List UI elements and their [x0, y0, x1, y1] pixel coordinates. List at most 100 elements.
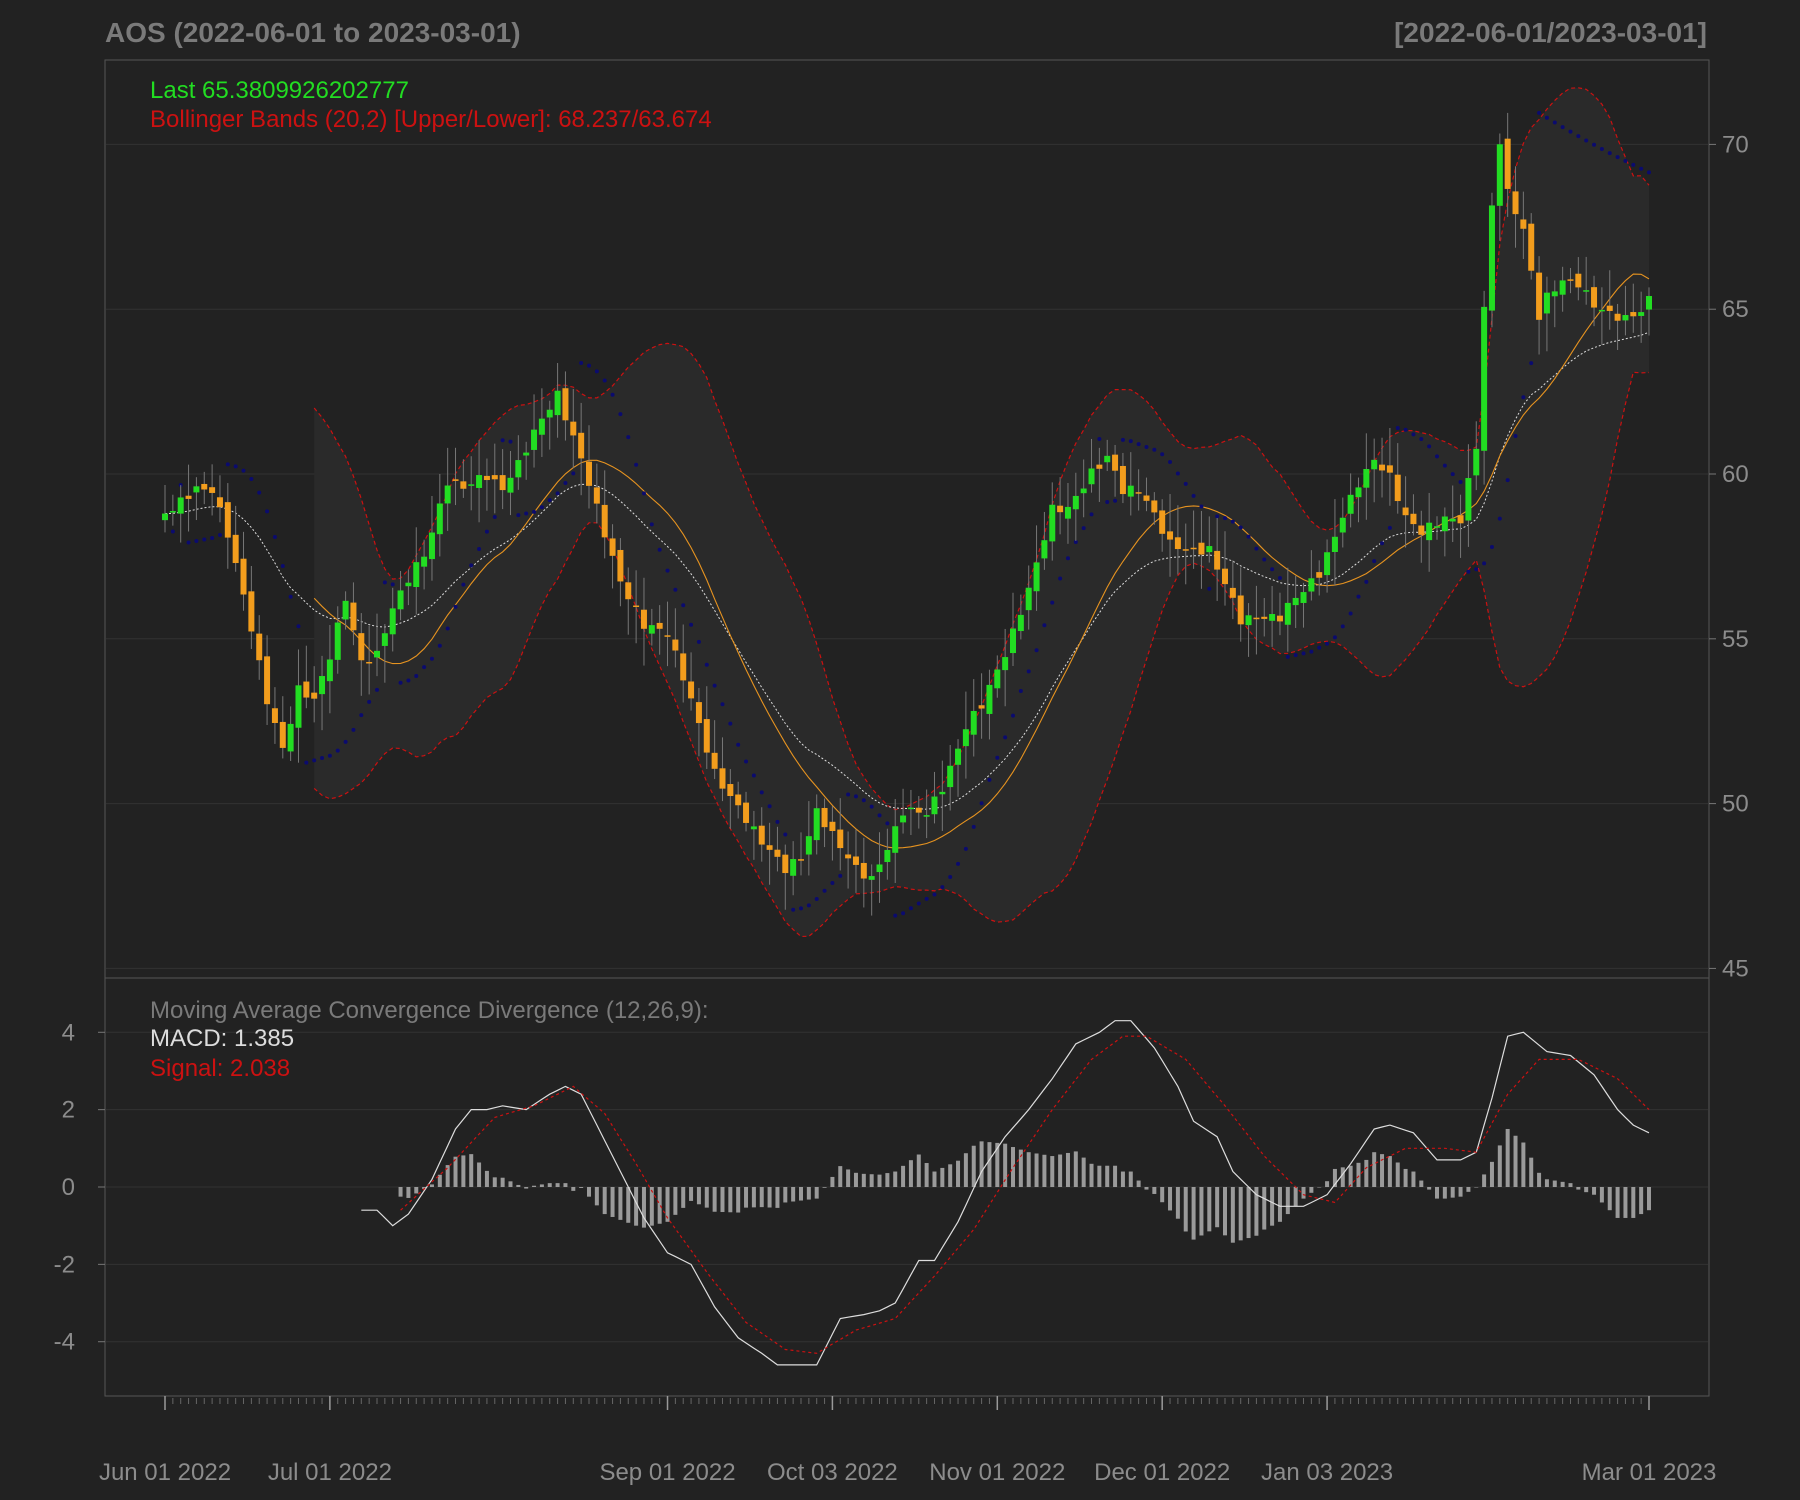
sar-point	[971, 824, 976, 829]
sar-point	[1230, 519, 1235, 524]
candle-body	[813, 808, 820, 841]
macd-histogram-bar	[689, 1187, 694, 1201]
macd-histogram-bar	[853, 1172, 858, 1187]
candle-body	[962, 729, 969, 747]
sar-point	[956, 861, 961, 866]
macd-histogram-bar	[744, 1187, 749, 1208]
sar-point	[469, 563, 474, 568]
candle-body	[711, 752, 718, 769]
macd-histogram-bar	[712, 1187, 717, 1212]
candle-body	[695, 702, 702, 724]
macd-histogram-bar	[963, 1153, 968, 1187]
sar-point	[767, 804, 772, 809]
ema-line	[164, 331, 1650, 810]
candle-body	[1614, 313, 1621, 321]
candle-body	[821, 807, 828, 828]
sar-point	[594, 369, 599, 374]
candle-body	[1316, 572, 1323, 578]
sar-point	[1521, 395, 1526, 400]
sar-point	[343, 739, 348, 744]
sar-point	[1175, 471, 1180, 476]
sar-point	[186, 540, 191, 545]
candle-body	[1025, 587, 1032, 611]
candle-body	[970, 710, 977, 735]
macd-histogram-bar	[987, 1142, 992, 1187]
sar-point	[948, 875, 953, 880]
macd-histogram-bar	[1435, 1187, 1439, 1199]
candle-body	[1261, 616, 1268, 619]
sar-point	[1128, 439, 1133, 444]
candle-body	[1465, 478, 1472, 521]
macd-histogram-bar	[1450, 1187, 1455, 1198]
macd-histogram-bar	[1073, 1151, 1078, 1187]
sar-point	[987, 777, 992, 782]
candle-body	[837, 829, 844, 849]
candle-body	[162, 513, 168, 521]
macd-histogram-bar	[1576, 1187, 1581, 1190]
sar-point	[461, 582, 466, 587]
candle-body	[1222, 568, 1228, 585]
macd-histogram-bar	[1419, 1180, 1424, 1187]
sar-point	[1560, 125, 1565, 130]
sar-point	[1435, 454, 1439, 459]
sar-point	[846, 792, 851, 797]
candle-body	[1119, 465, 1126, 495]
candle-body	[1536, 272, 1543, 320]
candle-body	[1520, 219, 1527, 229]
price-tick-label: 45	[1722, 955, 1749, 982]
macd-histogram-bar	[861, 1173, 866, 1187]
candle-body	[209, 487, 216, 493]
macd-histogram-bar	[555, 1183, 560, 1187]
sar-point	[602, 378, 607, 383]
macd-histogram-bar	[1332, 1168, 1337, 1187]
sar-point	[1607, 151, 1612, 156]
sar-point	[312, 758, 317, 763]
x-tick-label: Mar 01 2023	[1582, 1459, 1717, 1486]
sar-point	[1003, 735, 1008, 740]
candle-body	[617, 549, 624, 582]
sar-point	[1576, 134, 1581, 139]
macd-histogram-bar	[1136, 1180, 1141, 1187]
sar-point	[1631, 162, 1636, 167]
macd-histogram-bar	[563, 1183, 568, 1187]
macd-histogram-bar	[484, 1170, 489, 1187]
sar-point	[1647, 170, 1651, 175]
sar-point	[1168, 460, 1173, 465]
sar-point	[296, 624, 301, 629]
candle-body	[1606, 305, 1613, 311]
candle-body	[1426, 522, 1433, 541]
candle-body	[1583, 290, 1590, 292]
candle-body	[491, 475, 498, 480]
candle-body	[1488, 205, 1495, 311]
sar-point	[1238, 525, 1243, 530]
sar-point	[1293, 653, 1298, 658]
candle-body	[601, 504, 608, 538]
candle-body	[805, 836, 812, 855]
macd-histogram-bar	[422, 1187, 427, 1189]
candle-body	[468, 484, 475, 486]
candle-body	[216, 497, 223, 508]
macd-histogram-bar	[1120, 1171, 1125, 1187]
sar-point	[202, 537, 207, 542]
candle-body	[311, 692, 318, 699]
candle-body	[609, 538, 616, 556]
sar-point	[1380, 541, 1385, 546]
macd-histogram-bar	[1607, 1187, 1612, 1211]
candle-body	[1591, 287, 1598, 308]
candle-body	[428, 532, 435, 560]
sar-point	[1450, 472, 1455, 477]
candle-body	[656, 622, 663, 629]
candle-body	[633, 605, 640, 608]
sar-point	[587, 363, 591, 368]
macd-histogram-bar	[1050, 1156, 1055, 1187]
sar-point	[861, 798, 866, 803]
sar-point	[1544, 115, 1549, 120]
sar-point	[1419, 436, 1424, 441]
candle-body	[680, 653, 687, 681]
sar-point	[1372, 559, 1377, 564]
macd-histogram-bar	[1592, 1187, 1597, 1195]
sar-point	[641, 491, 646, 496]
macd-histogram-bar	[1058, 1154, 1063, 1187]
macd-histogram-bar	[924, 1163, 929, 1187]
macd-histogram-bar	[971, 1145, 976, 1187]
